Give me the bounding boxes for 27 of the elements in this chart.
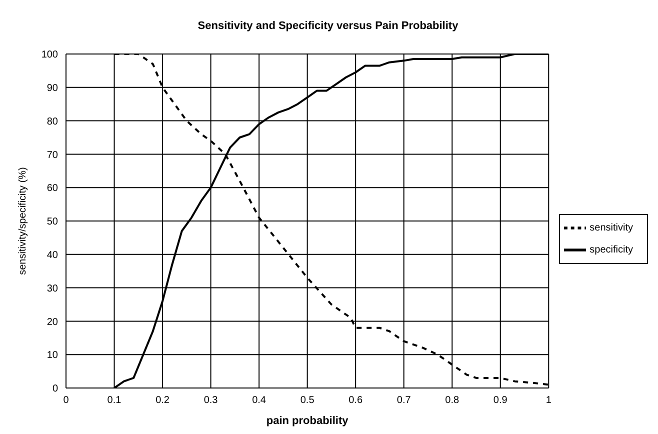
x-tick-label: 0.3 <box>204 395 218 406</box>
chart-title: Sensitivity and Specificity versus Pain Probability <box>196 19 460 34</box>
x-tick-label: 0.5 <box>300 395 315 406</box>
x-tick-label: 0.4 <box>252 395 266 406</box>
y-tick-label: 40 <box>46 250 58 261</box>
x-tick-label: 0.9 <box>493 395 508 406</box>
x-tick-label: 0.8 <box>445 395 460 406</box>
y-tick-label: 30 <box>46 283 58 294</box>
y-tick-label: 60 <box>46 183 58 194</box>
x-tick-label: 0 <box>63 395 70 406</box>
y-axis-title: sensitivity/specificity (%) <box>18 167 29 275</box>
x-tick-label: 0.2 <box>156 395 170 406</box>
y-tick-label: 80 <box>46 116 58 128</box>
y-tick-label: 100 <box>41 50 58 61</box>
y-tick-label: 50 <box>46 216 58 228</box>
legend-label: sensitivity <box>590 222 633 234</box>
y-tick-label: 10 <box>46 350 58 362</box>
x-tick-label: 0.7 <box>396 395 412 406</box>
x-tick-label: 1 <box>546 395 552 406</box>
x-tick-label: 0.6 <box>348 395 363 406</box>
legend-label: specificity <box>590 244 633 256</box>
y-tick-label: 90 <box>46 82 58 94</box>
y-tick-label: 70 <box>46 150 58 161</box>
x-tick-label: 0.1 <box>107 395 122 406</box>
y-tick-label: 0 <box>52 384 58 395</box>
x-axis-title: pain probability <box>266 415 350 427</box>
y-tick-label: 20 <box>46 316 58 328</box>
